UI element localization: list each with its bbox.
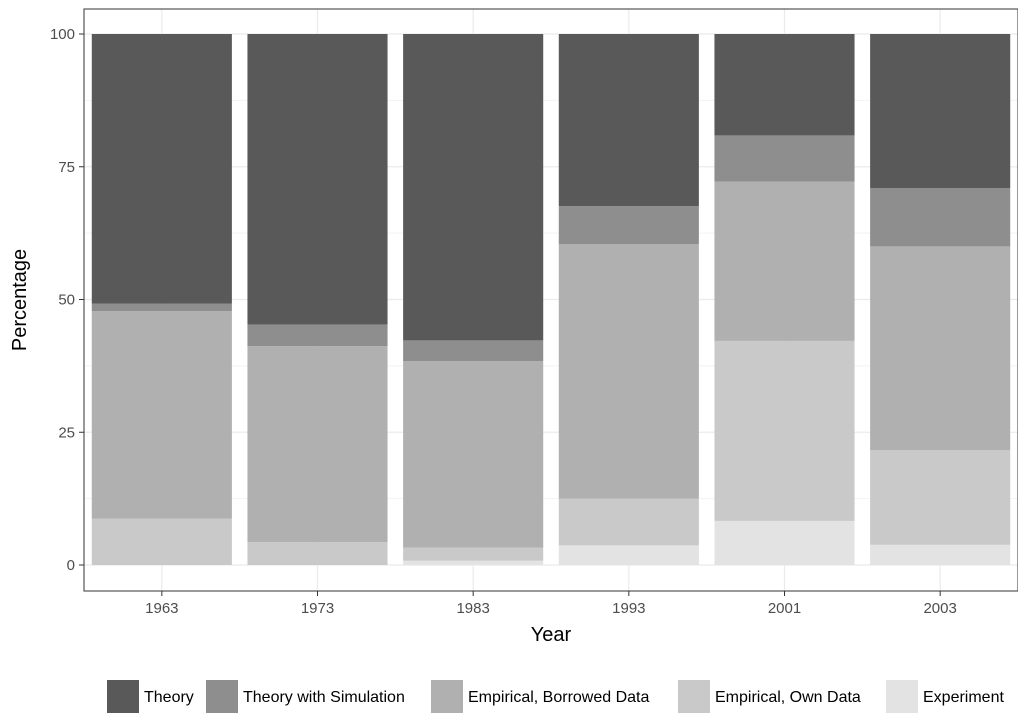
x-axis-title: Year [531, 624, 572, 646]
legend-label: Empirical, Borrowed Data [468, 689, 650, 706]
bar-segment [870, 187, 1011, 247]
bar-segment [91, 311, 232, 519]
bar-segment [714, 181, 855, 341]
legend-label: Experiment [923, 689, 1004, 706]
legend-item: Experiment [886, 680, 1004, 713]
x-tick-label: 1973 [301, 600, 334, 617]
bar-segment [247, 324, 388, 347]
legend-swatch [431, 680, 463, 713]
legend-label: Theory [144, 689, 194, 706]
x-tick-label: 2001 [768, 600, 801, 617]
bar-segment [558, 206, 699, 245]
legend: Theory Theory with Simulation Empirical, B… [107, 680, 1004, 713]
legend-item: Theory with Simulation [206, 680, 405, 713]
bar-segment [558, 545, 699, 565]
legend-item: Empirical, Own Data [678, 680, 861, 713]
bar-segment [247, 542, 388, 565]
bar-segment [870, 34, 1011, 188]
bar-segment [714, 135, 855, 182]
x-tick-label: 2003 [923, 600, 956, 617]
y-axis-title: Percentage [9, 249, 31, 351]
bar-segment [870, 246, 1011, 451]
bar-segment [558, 244, 699, 499]
legend-item: Empirical, Borrowed Data [431, 680, 650, 713]
bars [91, 34, 1011, 565]
bar-segment [870, 544, 1011, 565]
legend-label: Theory with Simulation [243, 689, 405, 706]
bar-segment [91, 34, 232, 304]
bar-segment [870, 450, 1011, 545]
y-tick-label: 25 [58, 424, 75, 441]
bar-segment [247, 34, 388, 325]
x-tick-label: 1963 [145, 600, 178, 617]
y-tick-label: 75 [58, 159, 75, 176]
bar-segment [403, 340, 544, 362]
x-tick-label: 1983 [456, 600, 489, 617]
y-tick-label: 100 [50, 26, 75, 43]
legend-swatch [678, 680, 710, 713]
bar-segment [91, 303, 232, 312]
x-tick-label: 1993 [612, 600, 645, 617]
legend-item: Theory [107, 680, 194, 713]
bar-segment [403, 560, 544, 565]
bar-segment [403, 34, 544, 341]
bar-segment [558, 34, 699, 207]
bar-segment [403, 547, 544, 561]
bar-segment [403, 361, 544, 548]
y-axis: 0 25 50 75 100 [50, 26, 84, 574]
legend-swatch [107, 680, 139, 713]
y-tick-label: 0 [67, 557, 75, 574]
bar-segment [91, 518, 232, 565]
bar-segment [714, 520, 855, 565]
bar-segment [558, 498, 699, 546]
bar-segment [247, 346, 388, 543]
legend-swatch [206, 680, 238, 713]
bar-segment [714, 34, 855, 136]
y-tick-label: 50 [58, 292, 75, 309]
legend-label: Empirical, Own Data [715, 689, 861, 706]
bar-segment [714, 340, 855, 521]
legend-swatch [886, 680, 918, 713]
x-axis: 1963 1973 1983 1993 2001 2003 [145, 591, 957, 617]
